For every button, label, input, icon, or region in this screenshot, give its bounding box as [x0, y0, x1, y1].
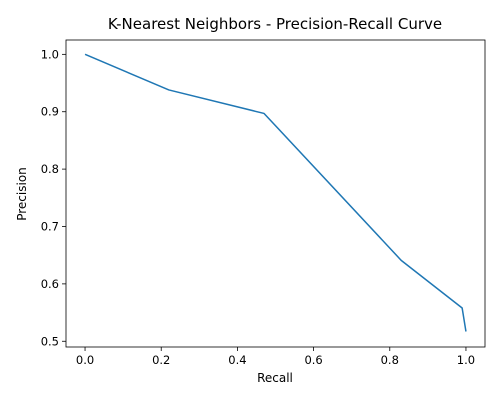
- y-tick-label: 0.8: [41, 162, 59, 176]
- x-tick-label: 0.2: [152, 353, 170, 367]
- y-tick-label: 0.6: [41, 277, 59, 291]
- y-tick-label: 1.0: [41, 47, 59, 61]
- axes-frame: [65, 39, 486, 348]
- y-tick-label: 0.5: [41, 334, 59, 348]
- x-tick-label: 0.8: [381, 353, 399, 367]
- x-tick-label: 0.0: [76, 353, 94, 367]
- x-tick-label: 1.0: [457, 353, 475, 367]
- x-tick-label: 0.4: [228, 353, 246, 367]
- y-tick-label: 0.9: [41, 105, 59, 119]
- y-axis-label: Precision: [15, 167, 29, 221]
- series-line-0: [84, 53, 467, 332]
- x-tick-label: 0.6: [304, 353, 322, 367]
- x-axis-label: Recall: [257, 371, 293, 385]
- y-tick-label: 0.7: [41, 219, 59, 233]
- plot-area: 0.0 0.2 0.4 0.6 0.8 1.0 0.5 0.6 0.7 0.8 0.9 1.0: [41, 39, 486, 367]
- chart-title: K-Nearest Neighbors - Precision-Recall C…: [108, 15, 442, 33]
